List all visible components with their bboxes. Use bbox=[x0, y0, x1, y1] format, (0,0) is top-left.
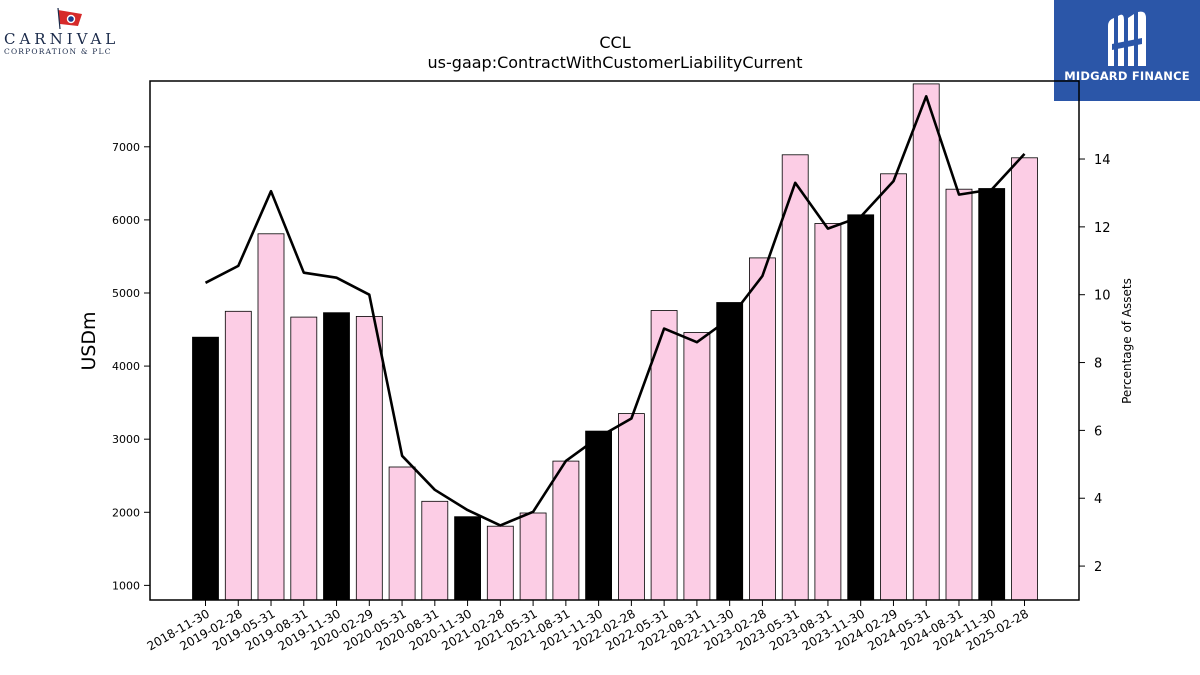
y2-tick-label: 2 bbox=[1094, 560, 1102, 575]
x-axis: 2018-11-302019-02-282019-05-312019-08-31… bbox=[145, 600, 1031, 653]
bar-2023-11-30 bbox=[847, 214, 875, 601]
bar-2021-08-31 bbox=[552, 460, 580, 601]
y-tick-label: 5000 bbox=[112, 287, 140, 300]
chart-title: CCL bbox=[599, 33, 630, 52]
bar-2019-05-31 bbox=[257, 233, 285, 601]
bar-2024-05-31 bbox=[912, 83, 940, 601]
y-tick-label: 3000 bbox=[112, 433, 140, 446]
y-axis-right: 2 4 6 8 10 12 14 bbox=[1079, 153, 1111, 575]
y-axis-label: USDm bbox=[78, 311, 100, 370]
y2-tick-label: 10 bbox=[1094, 289, 1111, 304]
carnival-flag-icon bbox=[57, 8, 82, 30]
bar-2019-11-30 bbox=[323, 312, 350, 601]
bar-2023-05-31 bbox=[781, 154, 809, 601]
y2-axis-label: Percentage of Assets bbox=[1120, 278, 1134, 404]
y-tick-label: 2000 bbox=[112, 506, 140, 519]
plot-frame bbox=[149, 80, 1080, 601]
bar-2020-05-31 bbox=[388, 466, 416, 601]
y2-tick-label: 6 bbox=[1094, 424, 1102, 439]
bar-2025-02-28 bbox=[1011, 157, 1038, 601]
bar-2021-02-28 bbox=[486, 525, 514, 601]
chart-subtitle: us-gaap:ContractWithCustomerLiabilityCur… bbox=[428, 53, 803, 72]
bar-2023-08-31 bbox=[814, 223, 842, 601]
y-axis-left: 1000 2000 3000 4000 5000 6000 7000 bbox=[112, 141, 150, 592]
bar-2019-02-28 bbox=[224, 310, 252, 601]
bar-2020-02-29 bbox=[355, 315, 383, 601]
bar-2024-11-30 bbox=[978, 188, 1006, 601]
carnival-sub-text: CORPORATION & PLC bbox=[4, 47, 112, 56]
y2-tick-label: 14 bbox=[1094, 153, 1111, 168]
carnival-brand-text: CARNIVAL bbox=[4, 30, 120, 48]
y-tick-label: 7000 bbox=[112, 141, 140, 154]
bar-2024-08-31 bbox=[945, 188, 973, 601]
bar-2020-11-30 bbox=[454, 516, 482, 601]
bar-series bbox=[192, 83, 1038, 601]
y-tick-label: 6000 bbox=[112, 214, 140, 227]
bar-2020-08-31 bbox=[421, 500, 449, 601]
midgard-brand-text: MIDGARD FINANCE bbox=[1064, 69, 1190, 83]
bar-2022-08-31 bbox=[683, 332, 711, 601]
carnival-logo: CARNIVAL CORPORATION & PLC bbox=[4, 6, 134, 58]
bar-2019-08-31 bbox=[290, 316, 318, 601]
bar-2018-11-30 bbox=[192, 336, 219, 601]
bar-2022-02-28 bbox=[618, 413, 645, 601]
bar-2022-11-30 bbox=[716, 302, 744, 601]
midgard-mark-icon bbox=[1108, 11, 1146, 67]
bar-2021-11-30 bbox=[585, 430, 612, 601]
bar-2021-05-31 bbox=[519, 512, 547, 601]
bar-2024-02-29 bbox=[880, 173, 907, 601]
y2-tick-label: 12 bbox=[1094, 221, 1111, 236]
y-tick-label: 1000 bbox=[112, 579, 140, 592]
y2-tick-label: 4 bbox=[1094, 492, 1102, 507]
y2-tick-label: 8 bbox=[1094, 357, 1102, 372]
y-tick-label: 4000 bbox=[112, 360, 140, 373]
percentage-line bbox=[204, 95, 1026, 527]
bar-2023-02-28 bbox=[749, 257, 776, 601]
